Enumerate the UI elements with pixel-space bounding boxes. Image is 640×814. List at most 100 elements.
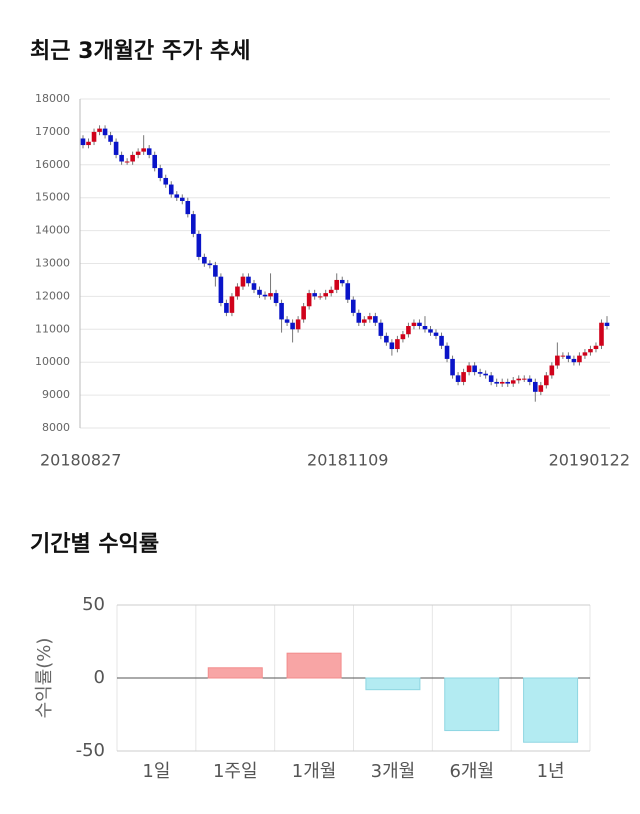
candle-body [328,289,334,294]
candle-body [555,355,560,366]
x-tick-label: 1년 [537,761,565,782]
candle-body [257,289,262,295]
chart-title: 최근 3개월간 주가 추세 [30,39,250,64]
candle-body [146,148,152,155]
y-tick-label: 10000 [35,355,70,368]
candle-body [538,385,544,392]
candle-body [527,378,533,382]
candle-body [604,322,610,327]
x-tick-label: 20180827 [40,451,121,470]
candle-body [174,194,180,198]
x-tick-label: 3개월 [371,761,416,782]
candle-body [284,319,290,323]
y-tick-label: 15000 [35,191,70,204]
y-tick-label: 50 [82,594,105,615]
candle-body [279,302,284,320]
candle-body [312,293,317,297]
candle-body [334,279,340,290]
candle-body [549,365,555,376]
x-tick-label: 1주일 [213,761,258,782]
candle-body [130,154,135,162]
candle-body [235,286,240,297]
candle-body [516,378,522,381]
candle-body [395,339,400,350]
candle-body [433,332,439,336]
candle-body [191,214,196,234]
candle-body [439,335,444,346]
candle-body [378,322,384,336]
candle-body [389,342,395,350]
candle-body [356,312,362,323]
candle-body [477,372,483,374]
candle-body [406,326,411,335]
candle-body [577,355,582,363]
candle-body [505,381,511,384]
candle-body [207,263,213,266]
candle-body [168,184,174,195]
candle-body [400,334,406,340]
candle-body [488,375,494,382]
candle-body [345,283,351,300]
candle-body [444,345,450,359]
candle-body [455,375,461,382]
candle-body [301,306,306,320]
candle-body [179,197,185,201]
candle-body [599,322,604,346]
candle-body [428,329,433,333]
candle-body [373,316,378,323]
y-tick-label: 8000 [42,421,70,434]
candle-body [593,345,599,350]
bar [207,667,263,679]
candle-body [108,135,113,142]
candle-body [246,276,251,284]
candle-body [102,128,108,136]
candle-body [367,316,373,320]
x-tick-label: 20190122 [549,451,630,470]
candle-body [566,355,571,359]
y-tick-label: 11000 [35,322,70,335]
candle-body [135,151,141,155]
candle-body [218,276,224,303]
candle-body [323,293,328,297]
candle-body [466,365,472,373]
candle-body [157,168,163,178]
x-tick-label: 1일 [142,761,170,782]
candle-body [124,161,130,163]
candle-body [588,349,593,353]
candle-body [582,352,588,356]
y-tick-label: 16000 [35,158,70,171]
candle-body [417,322,422,327]
candle-body [510,380,516,384]
candle-body [119,154,124,162]
y-axis-label: 수익률(%) [34,638,55,719]
candle-body [213,265,218,277]
candle-body [499,381,505,384]
candle-body [411,322,417,327]
candle-body [240,276,246,287]
y-tick-label: 9000 [42,388,70,401]
candle-body [224,302,229,313]
candle-body [251,283,257,290]
candle-body [273,293,279,303]
candle-body [152,154,158,169]
candle-body [185,200,191,215]
candle-body [422,326,428,330]
candle-body [461,372,466,382]
y-tick-label: -50 [76,740,105,761]
candle-body [339,279,345,284]
y-tick-label: 17000 [35,125,70,138]
candle-body [229,296,235,313]
candle-body [483,373,488,376]
x-tick-label: 20181109 [307,451,388,470]
candle-body [472,365,477,373]
candle-body [560,355,566,357]
candle-body [97,128,102,132]
candle-body [544,375,549,386]
chart-title: 기간별 수익률 [30,532,159,557]
candle-body [317,296,323,298]
candle-body [268,293,273,297]
candle-body [450,358,455,376]
candle-body [362,319,367,323]
candle-body [141,148,146,152]
candle-body [350,299,356,313]
